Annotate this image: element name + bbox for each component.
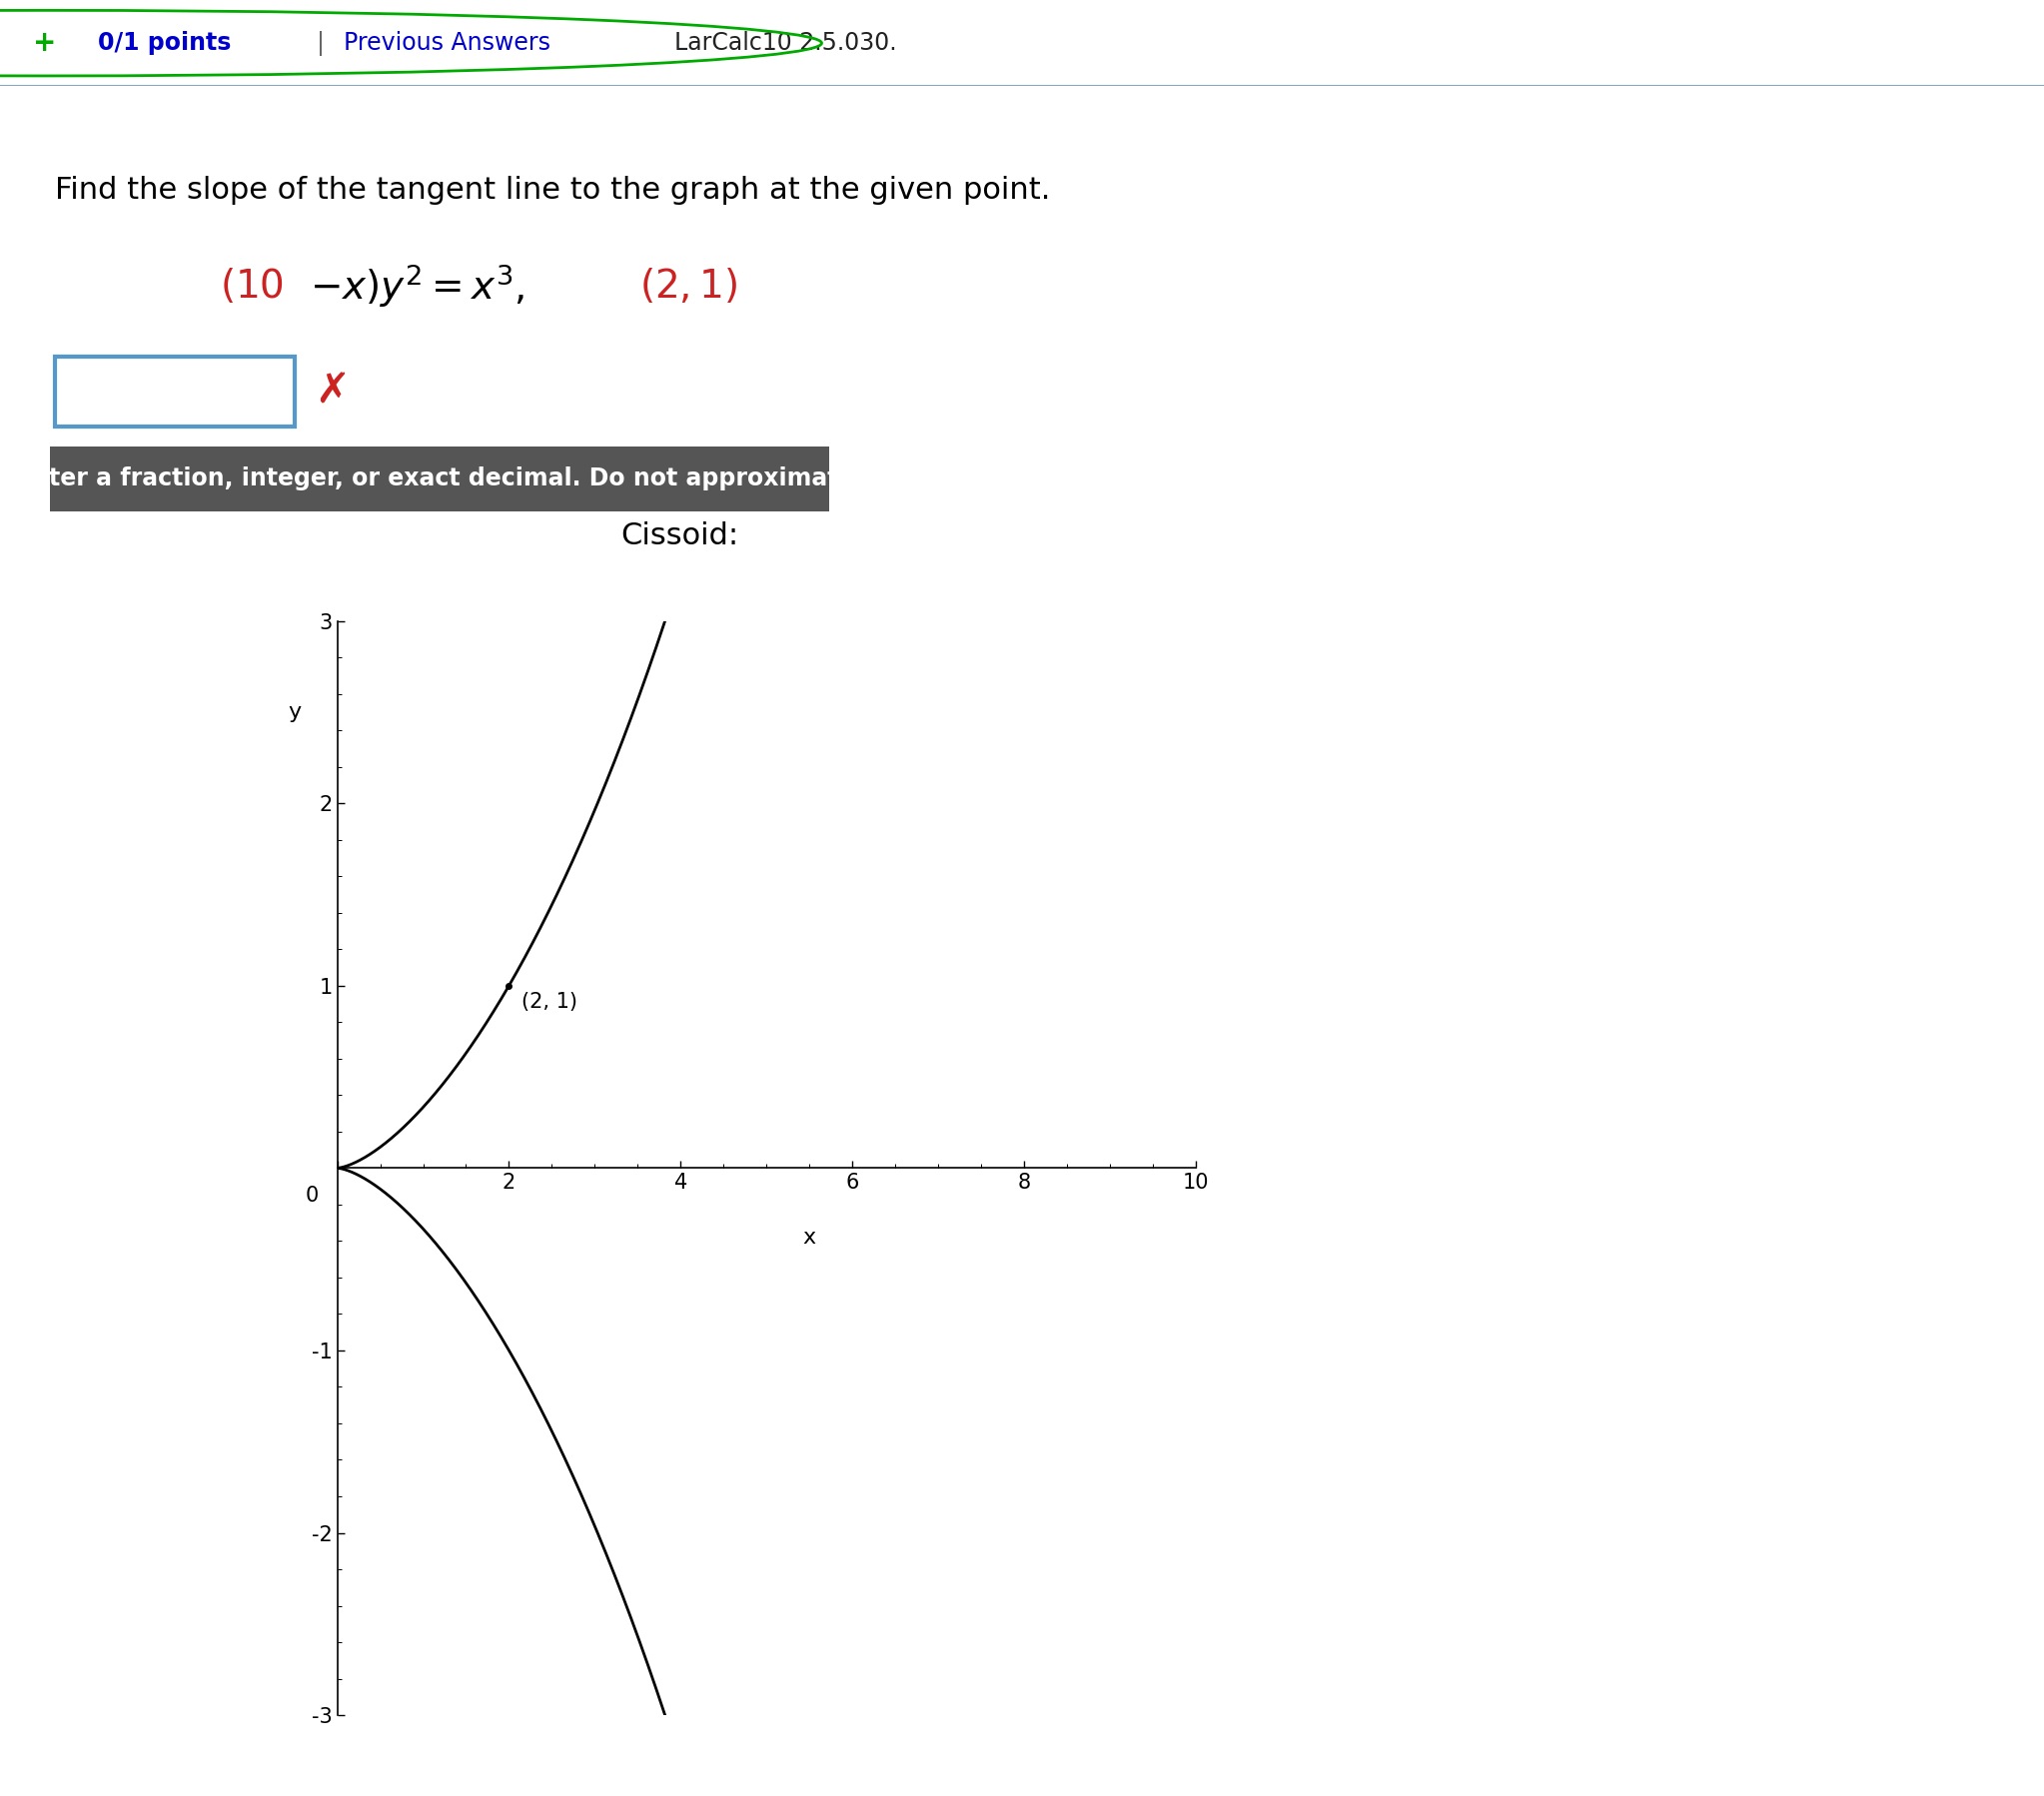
Text: x: x [803,1227,816,1248]
FancyBboxPatch shape [49,445,830,512]
Text: |: | [317,31,325,56]
Text: $(2, 1)$: $(2, 1)$ [640,266,738,305]
Text: 0/1 points: 0/1 points [98,31,231,56]
Circle shape [0,11,822,75]
Text: ✗: ✗ [315,370,350,411]
Text: Find the slope of the tangent line to the graph at the given point.: Find the slope of the tangent line to th… [55,176,1051,205]
Text: LarCalc10 2.5.030.: LarCalc10 2.5.030. [675,31,897,56]
Text: $(10$: $(10$ [221,266,284,305]
Text: 0: 0 [305,1185,319,1205]
Text: +: + [33,29,57,57]
Text: y: y [288,702,300,722]
Text: Previous Answers: Previous Answers [343,31,550,56]
FancyBboxPatch shape [55,356,294,426]
Text: Cissoid:: Cissoid: [619,521,738,551]
Text: $ - x)y^2 = x^3,$: $ - x)y^2 = x^3,$ [311,262,525,311]
Text: Enter a fraction, integer, or exact decimal. Do not approximate.: Enter a fraction, integer, or exact deci… [16,467,863,490]
Text: (2, 1): (2, 1) [521,991,578,1011]
